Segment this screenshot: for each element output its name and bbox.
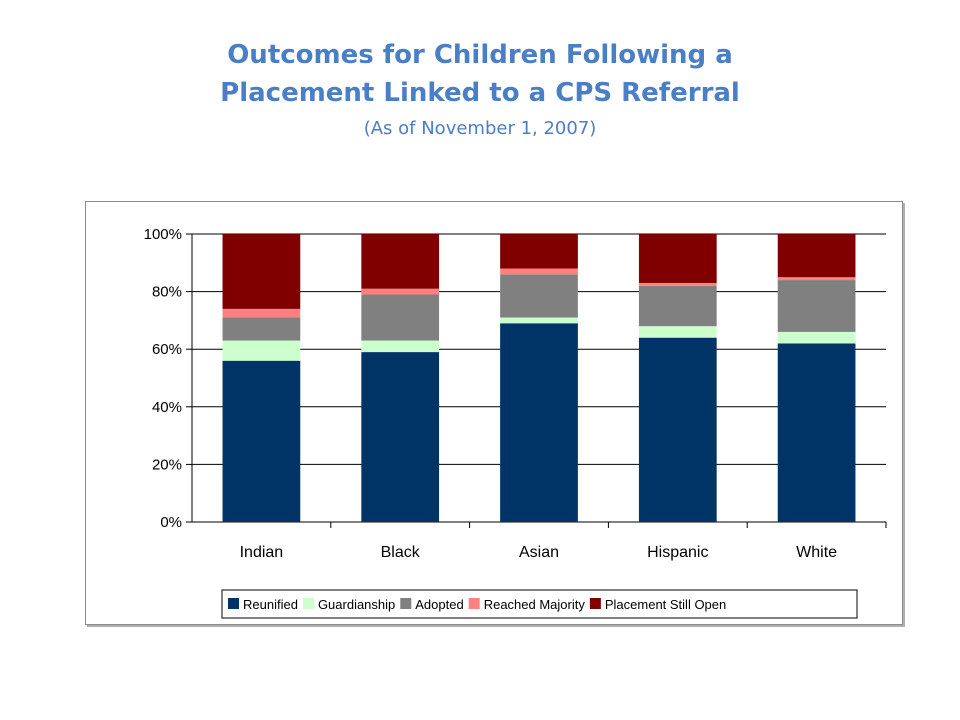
y-tick-label: 80% <box>152 284 182 301</box>
bar-segment <box>361 288 440 295</box>
bar-segment <box>500 268 578 275</box>
y-tick-label: 20% <box>152 456 182 473</box>
legend-label: Reached Majority <box>484 597 586 612</box>
bar-segment <box>500 274 578 318</box>
chart-title-block: Outcomes for Children Following a Placem… <box>0 36 960 144</box>
bar-segment <box>222 308 301 318</box>
bar-segment <box>638 282 717 286</box>
legend-swatch <box>228 598 239 609</box>
legend-swatch <box>589 598 601 609</box>
bar-segment <box>777 280 856 332</box>
chart-subtitle: (As of November 1, 2007) <box>363 118 597 139</box>
x-category-label: White <box>796 544 837 561</box>
bar-segment <box>361 352 440 522</box>
bar-segment <box>361 340 440 353</box>
y-tick-label: 40% <box>152 399 182 416</box>
legend-box <box>221 589 858 619</box>
legend-label: Guardianship <box>318 597 395 612</box>
y-tick-label: 60% <box>152 341 182 358</box>
legend-label: Adopted <box>415 597 463 612</box>
bar-segment <box>500 234 578 269</box>
y-tick-label: 0% <box>160 514 182 531</box>
chart-frame <box>85 201 903 625</box>
bar-segment <box>777 277 856 281</box>
bar-segment <box>222 234 301 309</box>
bar-segment <box>500 317 578 324</box>
bar-segment <box>777 331 856 344</box>
bar-segment <box>777 343 856 522</box>
bar-segment <box>222 360 301 522</box>
x-category-label: Asian <box>519 544 559 561</box>
chart-title-line-2: Placement Linked to a CPS Referral <box>220 78 740 108</box>
bar-segment <box>638 337 717 522</box>
x-category-label: Black <box>381 544 421 561</box>
y-tick-label: 100% <box>144 226 182 243</box>
bar-segment <box>500 323 578 522</box>
legend-swatch <box>302 598 314 609</box>
x-category-label: Hispanic <box>647 544 708 561</box>
legend-label: Reunified <box>243 597 298 612</box>
bar-segment <box>222 340 301 361</box>
bar-segment <box>222 317 301 341</box>
bar-segment <box>638 285 717 327</box>
legend-label: Placement Still Open <box>605 597 726 612</box>
legend-swatch <box>400 598 412 609</box>
chart-title-line-1: Outcomes for Children Following a <box>227 40 733 70</box>
bar-segment <box>777 234 856 278</box>
bar-segment <box>638 234 717 283</box>
bar-segment <box>361 294 440 341</box>
x-category-label: Indian <box>240 544 284 561</box>
legend-swatch <box>468 598 480 609</box>
bar-segment <box>638 326 717 338</box>
bar-segment <box>361 234 440 289</box>
